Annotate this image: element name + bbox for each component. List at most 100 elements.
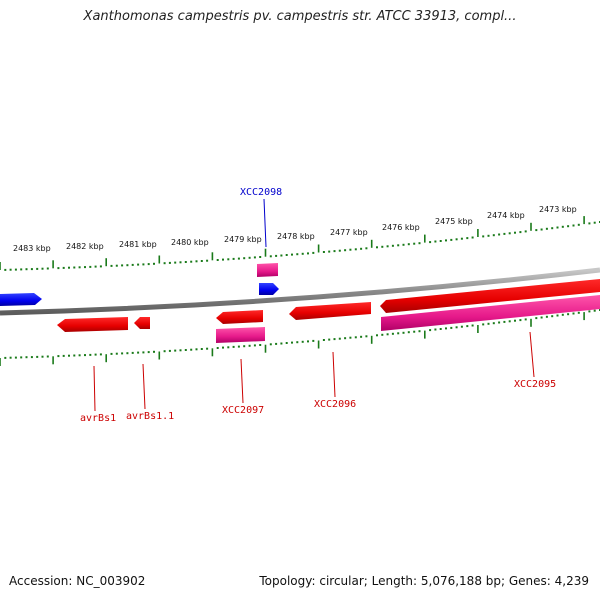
ruler-minor-tick [222, 346, 224, 349]
ruler-label: 2477 kbp [330, 228, 368, 237]
ruler-minor-tick [376, 334, 378, 337]
ruler-minor-tick [354, 336, 357, 339]
ruler-minor-tick [567, 313, 570, 316]
ruler-minor-tick [121, 352, 124, 355]
ruler-minor-tick [391, 332, 394, 335]
ruler-major-tick [424, 330, 426, 339]
ruler-minor-tick [466, 325, 469, 328]
feature-avrbs1-1[interactable] [134, 317, 150, 329]
ruler-labels: 2483 kbp 2482 kbp 2481 kbp 2480 kbp 2479… [13, 205, 577, 253]
ruler-minor-tick [200, 260, 203, 262]
ruler-minor-tick [301, 252, 304, 255]
ruler-minor-tick [572, 312, 575, 315]
gene-label-xcc2096[interactable]: XCC2096 [314, 399, 356, 410]
ruler-minor-tick [232, 257, 235, 260]
feature-xcc2097[interactable] [216, 310, 263, 324]
ruler-minor-tick [94, 265, 97, 268]
ruler-minor-tick [57, 355, 60, 358]
feature-xcc2098[interactable] [259, 283, 279, 295]
ruler-minor-tick [222, 258, 224, 261]
ruler-label: 2482 kbp [66, 242, 104, 251]
ruler-major-tick [477, 229, 479, 237]
ruler-minor-tick [328, 338, 331, 341]
ruler-minor-tick [84, 354, 86, 357]
ruler-minor-tick [168, 261, 171, 264]
feature-xcc2095-magenta[interactable] [381, 295, 600, 331]
ruler-minor-tick [110, 352, 113, 355]
ruler-minor-tick [142, 351, 145, 354]
gene-label-avrbs1-1[interactable]: avrBs1.1 [126, 411, 174, 422]
gene-label-xcc2095[interactable]: XCC2095 [514, 379, 556, 390]
ruler-minor-tick [312, 339, 315, 342]
ruler-minor-tick [20, 268, 23, 271]
ruler-top [0, 216, 600, 271]
leader-avrbs1 [93, 365, 96, 412]
ruler-minor-tick [78, 266, 81, 269]
gene-label-xcc2098[interactable]: XCC2098 [240, 187, 282, 198]
ruler-minor-tick [110, 264, 113, 267]
ruler-minor-tick [407, 243, 410, 246]
ruler-bottom [0, 309, 600, 366]
topology-text: Topology: circular; Length: 5,076,188 bp… [259, 574, 589, 588]
ruler-minor-tick [179, 349, 182, 352]
ruler-major-tick [317, 340, 320, 349]
ruler-minor-tick [147, 263, 150, 266]
leader-xcc2098 [263, 198, 267, 248]
ruler-minor-tick [545, 315, 548, 318]
ruler-minor-tick [381, 333, 384, 336]
ruler-major-tick [583, 216, 585, 225]
ruler-minor-tick [445, 327, 447, 330]
ruler-minor-tick [190, 260, 193, 263]
ruler-major-tick [211, 252, 214, 261]
ruler-minor-tick [561, 225, 564, 228]
ruler-minor-tick [333, 338, 336, 341]
ruler-minor-tick [99, 265, 102, 268]
feature-xcc2097-magenta[interactable] [216, 327, 265, 343]
ruler-minor-tick [413, 330, 416, 333]
ruler-minor-tick [365, 247, 368, 250]
ruler-minor-tick [577, 311, 580, 314]
ruler-minor-tick [190, 348, 193, 351]
ruler-minor-tick [498, 233, 501, 236]
ruler-minor-tick [115, 264, 118, 267]
ruler-minor-tick [551, 227, 554, 230]
ruler-major-tick [317, 244, 320, 253]
ruler-minor-tick [460, 325, 463, 328]
ruler-minor-tick [439, 328, 442, 330]
feature-avrbs1[interactable] [57, 317, 128, 332]
ruler-minor-tick [195, 260, 198, 263]
ruler-major-tick [264, 248, 267, 257]
ruler-minor-tick [492, 234, 495, 237]
ruler-minor-tick [572, 224, 575, 227]
ruler-major-tick [105, 258, 107, 267]
ruler-minor-tick [184, 349, 187, 351]
ruler-minor-tick [498, 321, 501, 324]
ruler-minor-tick [25, 356, 28, 359]
ruler-minor-tick [20, 356, 23, 359]
leader-xcc2096 [332, 351, 336, 398]
ruler-minor-tick [397, 332, 400, 335]
gene-label-xcc2097[interactable]: XCC2097 [222, 405, 264, 416]
gene-label-avrbs1[interactable]: avrBs1 [80, 413, 116, 424]
ruler-minor-tick [492, 322, 495, 325]
ruler-label: 2473 kbp [539, 205, 577, 214]
ruler-minor-tick [227, 258, 230, 261]
ruler-minor-tick [407, 331, 410, 334]
ruler-minor-tick [243, 345, 246, 348]
ruler-minor-tick [280, 342, 283, 345]
ruler-minor-tick [391, 244, 394, 247]
ruler-minor-tick [73, 354, 76, 357]
ruler-minor-tick [57, 267, 60, 270]
ruler-minor-tick [30, 356, 33, 359]
feature-forward-left[interactable] [0, 293, 42, 306]
feature-xcc2095[interactable] [380, 279, 600, 313]
ruler-minor-tick [36, 355, 39, 358]
feature-magenta-top[interactable] [257, 263, 278, 277]
ruler-minor-tick [577, 223, 580, 226]
ruler-minor-tick [376, 246, 378, 249]
ruler-minor-tick [291, 341, 293, 344]
feature-xcc2096[interactable] [289, 302, 371, 320]
ruler-minor-tick [280, 254, 283, 257]
